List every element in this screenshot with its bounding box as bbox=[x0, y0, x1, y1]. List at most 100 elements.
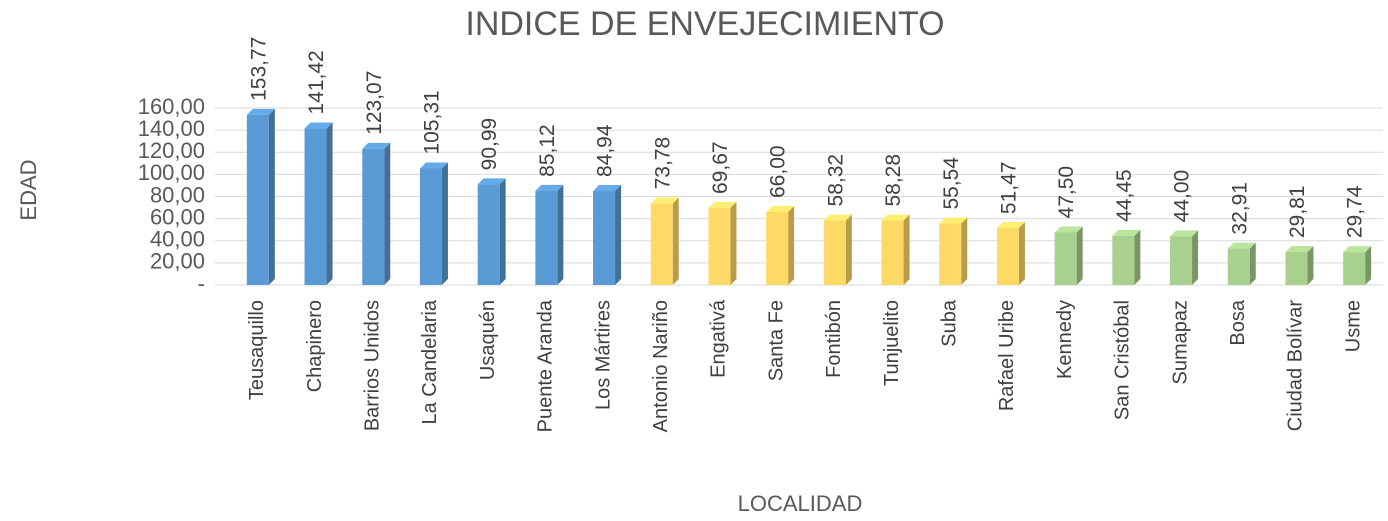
value-label: 153,77 bbox=[247, 37, 270, 101]
bar bbox=[1285, 252, 1308, 285]
y-tick-label: 20,00 bbox=[150, 249, 205, 274]
x-tick-label: Rafael Uribe bbox=[996, 300, 1018, 411]
bar-top bbox=[419, 162, 448, 169]
value-label: 29,74 bbox=[1344, 185, 1367, 238]
value-label: 69,67 bbox=[709, 141, 732, 194]
x-tick-label: Puente Aranda bbox=[535, 299, 557, 432]
y-tick-label: 140,00 bbox=[138, 116, 205, 141]
x-tick-label: Fontibón bbox=[823, 300, 845, 378]
value-label: 47,50 bbox=[1055, 166, 1078, 219]
bar-depth bbox=[845, 214, 852, 285]
value-label: 44,00 bbox=[1171, 170, 1194, 223]
bar-top bbox=[1285, 246, 1314, 253]
bar-depth bbox=[961, 217, 968, 285]
bar-depth bbox=[441, 162, 448, 285]
bar-top bbox=[1112, 229, 1141, 236]
bar bbox=[304, 128, 327, 285]
y-tick-label: 60,00 bbox=[150, 204, 205, 229]
x-tick-label: Usaquén bbox=[477, 300, 499, 380]
bar bbox=[1054, 232, 1077, 285]
bar bbox=[996, 228, 1019, 285]
y-axis-label: EDAD bbox=[16, 159, 41, 220]
x-tick-label: Suba bbox=[939, 299, 961, 347]
value-label: 105,31 bbox=[420, 90, 443, 154]
bar bbox=[766, 211, 789, 285]
x-tick-label: La Candelaria bbox=[419, 299, 441, 424]
bar-depth bbox=[499, 178, 506, 285]
value-label: 84,94 bbox=[594, 124, 617, 177]
bar bbox=[477, 184, 500, 285]
bar-top bbox=[246, 108, 275, 115]
bar-depth bbox=[1307, 246, 1314, 285]
bar bbox=[881, 220, 904, 285]
x-tick-label: Sumapaz bbox=[1169, 300, 1191, 385]
bar-top bbox=[881, 214, 910, 221]
bar-depth bbox=[326, 122, 333, 285]
bar bbox=[1170, 236, 1193, 285]
value-label: 58,28 bbox=[882, 154, 905, 207]
bar-depth bbox=[615, 185, 622, 285]
x-tick-label: Tunjuelito bbox=[881, 300, 903, 386]
bar bbox=[1227, 248, 1250, 285]
y-tick-label: 160,00 bbox=[138, 94, 205, 119]
bar-top bbox=[766, 205, 795, 212]
value-label: 51,47 bbox=[997, 161, 1020, 214]
bar-depth bbox=[788, 205, 795, 285]
y-tick-label: 80,00 bbox=[150, 182, 205, 207]
bar-top bbox=[304, 122, 333, 129]
bar bbox=[1343, 252, 1366, 285]
bar-top bbox=[823, 214, 852, 221]
bar-depth bbox=[1365, 246, 1372, 285]
value-label: 141,42 bbox=[305, 50, 328, 114]
value-label: 123,07 bbox=[363, 71, 386, 135]
value-label: 73,78 bbox=[651, 137, 674, 190]
bar bbox=[535, 190, 558, 285]
x-tick-label: Kennedy bbox=[1054, 300, 1076, 379]
bar-top bbox=[477, 178, 506, 185]
value-label: 29,81 bbox=[1286, 185, 1309, 238]
bar bbox=[593, 191, 616, 285]
bar bbox=[1112, 235, 1135, 285]
bar-top bbox=[996, 222, 1025, 229]
bar-top bbox=[1054, 226, 1083, 233]
x-tick-label: Bosa bbox=[1227, 299, 1249, 345]
bar-top bbox=[535, 184, 564, 191]
x-tick-label: Ciudad Bolívar bbox=[1285, 300, 1307, 432]
bar bbox=[419, 168, 442, 285]
value-label: 58,32 bbox=[824, 154, 847, 207]
x-tick-label: Antonio Nariño bbox=[650, 300, 672, 432]
bar-depth bbox=[1076, 226, 1083, 285]
bar-depth bbox=[672, 197, 679, 285]
bar-top bbox=[708, 201, 737, 208]
bar bbox=[362, 148, 385, 285]
bar-top bbox=[1343, 246, 1372, 253]
bar bbox=[246, 114, 269, 285]
bar-top bbox=[362, 142, 391, 149]
value-label: 90,99 bbox=[478, 118, 501, 171]
y-tick-label: - bbox=[198, 271, 205, 296]
bar-top bbox=[939, 217, 968, 224]
value-label: 66,00 bbox=[767, 145, 790, 198]
bar bbox=[939, 223, 962, 285]
x-tick-label: Santa Fe bbox=[765, 300, 787, 381]
y-tick-label: 120,00 bbox=[138, 138, 205, 163]
bar-depth bbox=[1018, 222, 1025, 285]
x-tick-label: Los Mártires bbox=[592, 300, 614, 410]
bar bbox=[708, 207, 731, 285]
bar-depth bbox=[268, 108, 275, 285]
value-label: 55,54 bbox=[940, 157, 963, 210]
bar-depth bbox=[1134, 229, 1141, 285]
bar-top bbox=[650, 197, 679, 204]
bar-depth bbox=[730, 201, 737, 285]
bar-depth bbox=[1192, 230, 1199, 285]
bar-top bbox=[1170, 230, 1199, 237]
y-tick-label: 100,00 bbox=[138, 160, 205, 185]
value-label: 32,91 bbox=[1228, 182, 1251, 235]
bar-top bbox=[593, 185, 622, 192]
x-tick-label: Engativá bbox=[708, 299, 730, 378]
x-axis-label: LOCALIDAD bbox=[738, 491, 863, 516]
x-tick-label: San Cristóbal bbox=[1112, 300, 1134, 420]
x-tick-label: Teusaquillo bbox=[246, 300, 268, 400]
bar bbox=[650, 203, 673, 285]
